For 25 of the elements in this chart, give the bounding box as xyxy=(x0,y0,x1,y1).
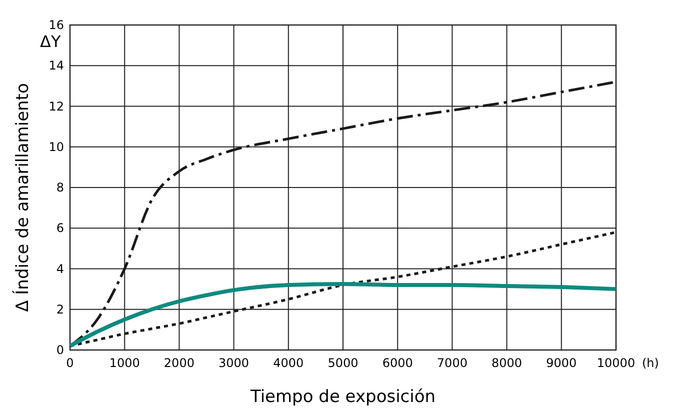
y-axis-title: Δ Índice de amarillamiento xyxy=(12,83,33,312)
y-tick-label: 2 xyxy=(56,302,64,316)
x-tick-label: 7000 xyxy=(436,356,468,370)
y-tick-label: 10 xyxy=(48,140,64,154)
text: (h) xyxy=(642,356,659,370)
y-tick-label: 8 xyxy=(56,180,64,194)
line-series xyxy=(68,282,618,348)
y-tick-label: 0 xyxy=(56,343,64,357)
x-tick-label: 0 xyxy=(66,356,74,370)
y-tick-label: 4 xyxy=(56,262,64,276)
x-tick-label: 2000 xyxy=(164,356,194,370)
x-tick-label: 9000 xyxy=(546,356,577,370)
x-tick-label: 4000 xyxy=(273,356,304,370)
y-tick-label: 16 xyxy=(48,18,64,32)
y-tick-label: 12 xyxy=(48,99,64,114)
x-tick-label: 1000 xyxy=(109,356,140,370)
y-tick-label: 6 xyxy=(56,221,64,236)
x-tick-label: 3000 xyxy=(218,356,250,370)
x-axis-title: Tiempo de exposición xyxy=(249,387,436,407)
x-tick-label: 8000 xyxy=(492,356,522,370)
y-tick-label: 14 xyxy=(48,58,64,73)
x-tick-label: 6000 xyxy=(382,356,413,370)
x-tick-label: 5000 xyxy=(328,356,358,370)
x-tick-label: 10000 xyxy=(596,356,636,370)
text: ΔY xyxy=(40,32,61,51)
